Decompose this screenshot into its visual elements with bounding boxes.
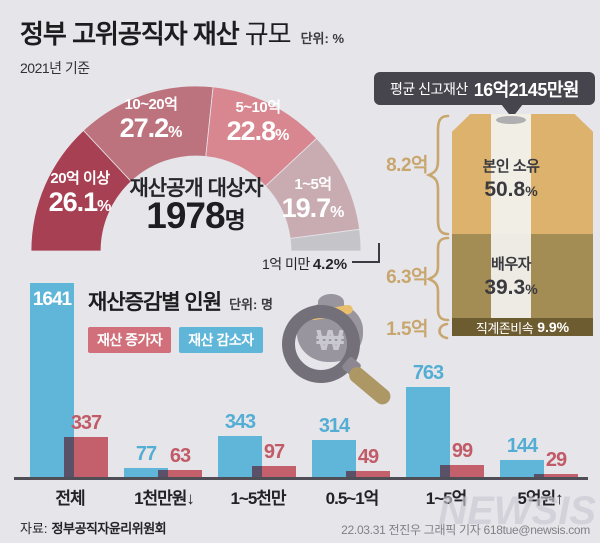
category-label-1~5억: 1~5억: [425, 489, 467, 508]
category-label-전체: 전체: [55, 489, 85, 508]
bar-chart-legend: 재산 증가자 재산 감소자: [88, 327, 263, 353]
callout-connector-line: [352, 243, 380, 263]
bar-overlap-0.5~1억: [346, 471, 356, 477]
category-label-5억원↑: 5억원↑: [517, 489, 563, 508]
bar-value-increase-0.5~1억: 49: [357, 446, 379, 469]
bar-decrease-5억원↑: [500, 459, 544, 477]
donut-label-over-2b: 20억 이상 26.1%: [48, 170, 112, 218]
bar-increase-1~5억: [440, 465, 484, 477]
average-asset-amount: 16억2145만원: [473, 79, 580, 100]
bar-overlap-전체: [64, 437, 74, 477]
bar-value-decrease-전체: 1641: [32, 289, 72, 310]
basis-year-label: 2021년 기준: [20, 60, 90, 76]
bar-value-decrease-5억원↑: 144: [506, 434, 538, 457]
bar-increase-5억원↑: [534, 473, 578, 477]
bar-value-increase-1~5억: 99: [451, 440, 473, 463]
legend-chip-increase: 재산 증가자: [88, 327, 172, 353]
asset-scale-donut-chart: [30, 85, 362, 252]
amount-spouse: 6.3억: [386, 267, 428, 288]
bar-decrease-1~5억: [406, 386, 450, 477]
label-spouse: 배우자 39.3%: [484, 256, 538, 299]
brace-self-owned: [425, 114, 450, 236]
ribbon-shadow: [496, 116, 526, 124]
target-count: 1978: [146, 195, 225, 236]
donut-center-count: 1978명: [146, 195, 246, 236]
bar-value-increase-1천만원↓: 63: [169, 444, 191, 467]
newsis-watermark: NEWSIS: [438, 489, 596, 533]
asset-ownership-stacked-bar: 본인 소유 50.8% 배우자 39.3% 직계존비속 9.9%: [452, 114, 593, 336]
bar-increase-1천만원↓: [158, 469, 202, 477]
donut-label-1-5: 1~5억 19.7%: [281, 176, 345, 224]
bar-overlap-1천만원↓: [158, 469, 168, 477]
bar-overlap-5억원↑: [534, 473, 544, 477]
gift-ribbon: [491, 114, 531, 318]
bar-increase-0.5~1억: [346, 471, 390, 477]
legend-chip-decrease: 재산 감소자: [179, 327, 263, 353]
label-lineal-family: 직계존비속 9.9%: [475, 319, 570, 336]
bar-value-increase-전체: 337: [70, 412, 102, 435]
magnifier-handle: [345, 363, 394, 408]
label-self-owned: 본인 소유 50.8%: [482, 158, 540, 201]
bar-increase-1~5천만: [252, 465, 296, 477]
bar-value-decrease-1~5억: 763: [412, 361, 444, 384]
segment-lineal-family: [452, 318, 593, 336]
brace-lineal-family: [438, 322, 449, 340]
donut-label-5-10: 5~10억 22.8%: [226, 99, 290, 147]
bar-value-increase-5억원↑: 29: [545, 448, 567, 471]
amount-lineal-family: 1.5억: [386, 319, 428, 340]
category-label-1~5천만: 1~5천만: [230, 489, 286, 508]
category-label-1천만원↓: 1천만원↓: [134, 489, 195, 508]
bar-value-decrease-1~5천만: 343: [224, 411, 256, 434]
average-asset-bubble: 평균 신고재산 16억2145만원: [374, 72, 595, 105]
section2-unit-label: 단위: 명: [229, 297, 273, 312]
donut-center-title: 재산공개 대상자: [129, 177, 263, 200]
title-sub: 규모: [244, 19, 292, 49]
bar-decrease-0.5~1억: [312, 439, 356, 477]
credit-line: 22.03.31 전진우 그래픽 기자 618tue@newsis.com: [341, 523, 590, 537]
bar-overlap-1~5억: [440, 465, 450, 477]
section2-title: 재산증감별 인원 단위: 명: [88, 291, 273, 314]
bar-decrease-1천만원↓: [124, 467, 168, 477]
bar-value-decrease-1천만원↓: 77: [135, 442, 157, 465]
source-line: 자료: 정부공직자윤리위원회: [20, 521, 167, 536]
amount-braces: [425, 114, 450, 340]
bar-value-increase-1~5천만: 97: [263, 440, 285, 463]
title-main: 정부 고위공직자 재산: [20, 19, 240, 49]
category-label-0.5~1억: 0.5~1억: [325, 489, 380, 508]
donut-label-10-20: 10~20억 27.2%: [119, 96, 183, 144]
donut-segment-4: [289, 228, 362, 252]
bar-value-decrease-0.5~1억: 314: [318, 414, 350, 437]
unit-label: 단위: %: [300, 31, 344, 46]
brace-spouse: [425, 236, 450, 322]
x-axis-line: [14, 477, 588, 480]
page-title: 정부 고위공직자 재산 규모 단위: %: [20, 14, 344, 51]
donut-label-under-100m: 1억 미만 4.2%: [262, 256, 348, 273]
amount-self-owned: 8.2억: [386, 155, 428, 176]
bar-overlap-1~5천만: [252, 465, 262, 477]
